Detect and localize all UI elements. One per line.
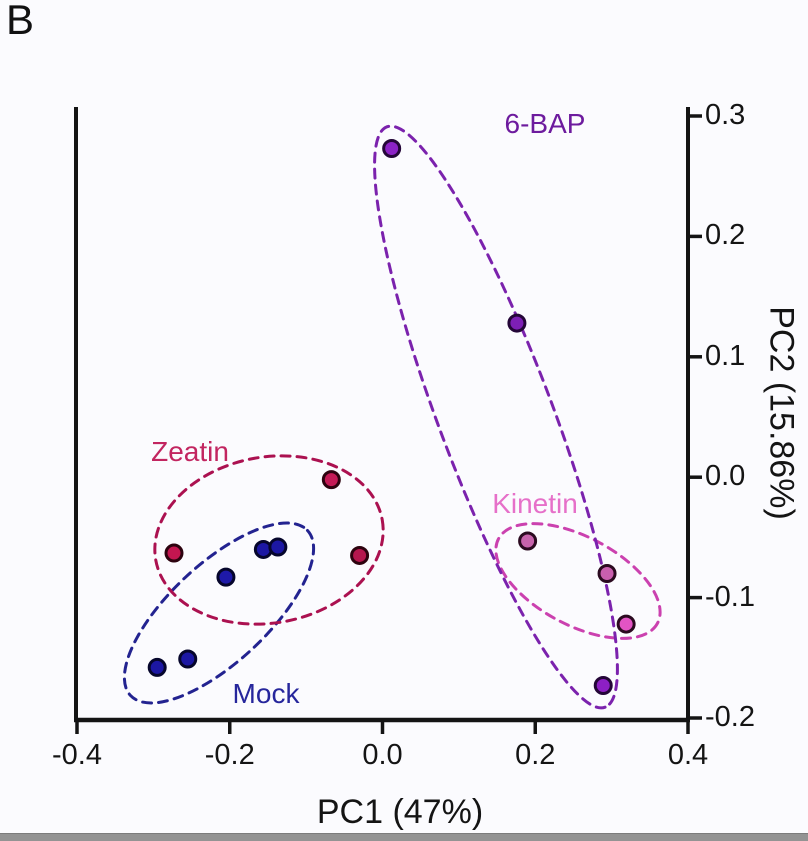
data-point-zeatin	[321, 470, 341, 490]
cluster-ellipse-kinetin	[494, 522, 662, 640]
data-point-6-bap	[507, 313, 527, 333]
data-point-mock	[268, 537, 288, 557]
data-point-mock	[216, 567, 236, 587]
data-point-mock	[147, 657, 167, 677]
x-tick-label: -0.2	[204, 739, 255, 771]
cluster-ellipse-mock	[122, 521, 316, 705]
panel-label: B	[6, 0, 35, 43]
y-tick-label: 0.2	[705, 219, 746, 252]
data-point-zeatin	[350, 545, 370, 565]
y-tick-label: 0.0	[705, 460, 746, 493]
y-tick-label: -0.2	[705, 700, 755, 733]
x-axis-title: PC1 (47%)	[316, 793, 484, 831]
data-point-kinetin	[518, 531, 538, 551]
cluster-label-zeatin: Zeatin	[151, 436, 229, 467]
y-axis-title: PC2 (15.86%)	[762, 306, 801, 520]
x-tick-label: 0.2	[515, 739, 556, 771]
y-tick-label: 0.1	[705, 339, 746, 372]
data-point-6-bap	[382, 139, 402, 159]
cluster-label-6-bap: 6-BAP	[504, 108, 586, 139]
x-tick-label: -0.4	[52, 739, 102, 771]
data-point-kinetin	[616, 614, 636, 634]
y-tick-label: -0.1	[705, 580, 755, 613]
cluster-ellipse-6-bap	[373, 124, 619, 710]
y-tick-label: 0.3	[705, 98, 746, 131]
cluster-label-mock: Mock	[232, 678, 300, 709]
bottom-border-strip	[0, 833, 808, 841]
x-tick-label: 0.0	[362, 739, 403, 771]
cluster-ellipse-zeatin	[153, 454, 385, 626]
cluster-label-kinetin: Kinetin	[492, 488, 578, 519]
data-point-mock	[178, 649, 198, 669]
data-point-kinetin	[597, 564, 617, 584]
x-tick-label: 0.4	[667, 739, 709, 771]
data-point-6-bap	[593, 675, 613, 695]
data-point-zeatin	[164, 543, 184, 563]
